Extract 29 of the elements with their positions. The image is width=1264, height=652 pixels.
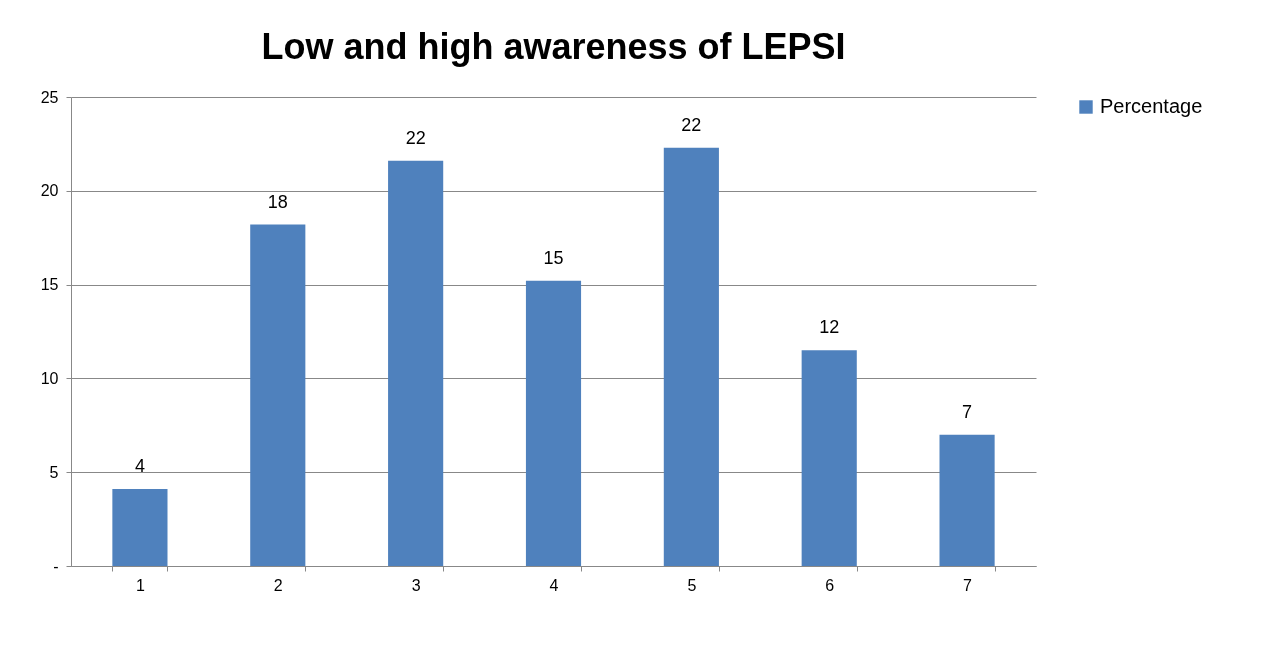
- bar: [939, 434, 995, 566]
- data-label: 7: [962, 401, 973, 422]
- bar: [112, 489, 168, 566]
- data-label: 22: [405, 127, 426, 148]
- y-tick-label: 10: [40, 369, 59, 387]
- data-label: 22: [681, 114, 702, 135]
- bar: [388, 160, 444, 566]
- y-tick-label: -: [53, 557, 59, 575]
- bar: [801, 350, 857, 566]
- x-tick-label: 4: [549, 576, 559, 594]
- x-tick-label: 1: [135, 576, 145, 594]
- y-tick-label: 25: [40, 88, 59, 106]
- y-tick-label: 5: [49, 463, 59, 481]
- data-label: 12: [819, 317, 840, 338]
- chart-title: Low and high awareness of LEPSI: [261, 26, 846, 67]
- x-tick-label: 3: [411, 576, 421, 594]
- x-tick-label: 7: [963, 576, 973, 594]
- data-label: 18: [267, 191, 288, 212]
- bar: [663, 147, 719, 566]
- x-tick-label: 2: [273, 576, 283, 594]
- y-tick-label: 20: [40, 182, 59, 200]
- y-tick-label: 15: [40, 276, 59, 294]
- x-tick-label: 6: [825, 576, 835, 594]
- bar: [525, 280, 582, 566]
- legend-label: Percentage: [1100, 95, 1203, 117]
- data-label: 4: [134, 456, 145, 477]
- x-tick-label: 5: [687, 576, 697, 594]
- bar: [250, 224, 306, 566]
- data-label: 15: [543, 247, 564, 268]
